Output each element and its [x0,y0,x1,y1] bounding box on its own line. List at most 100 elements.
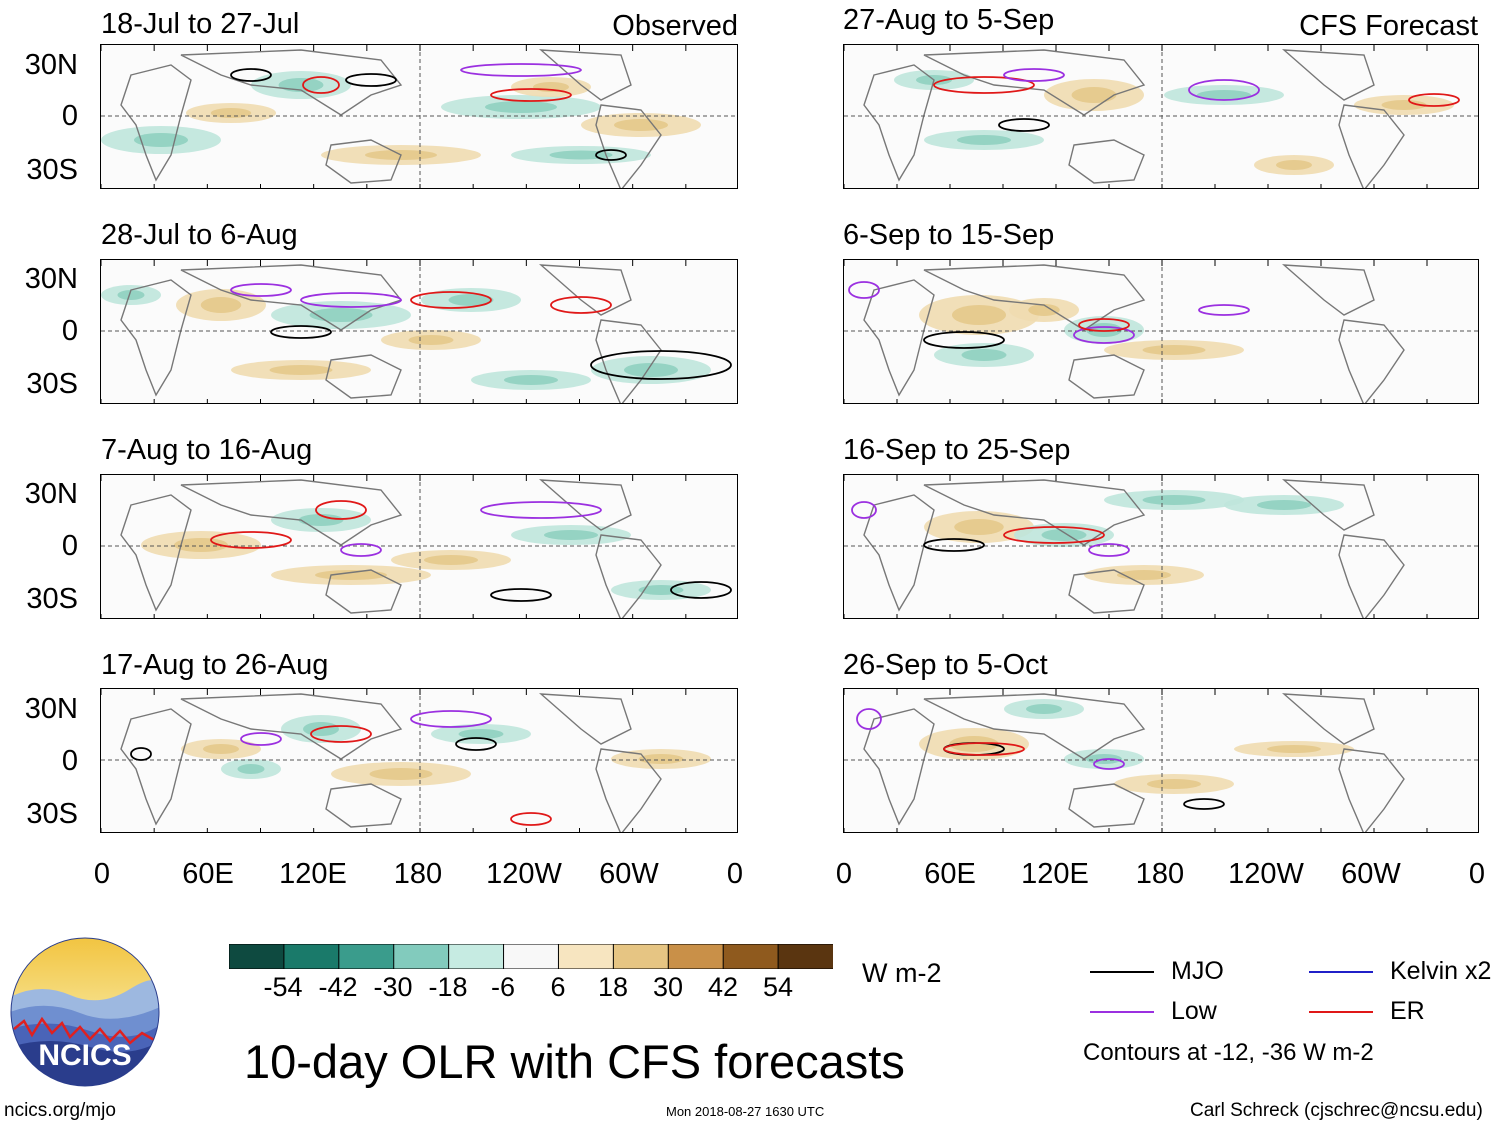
lat-30s-row1: 30S [26,154,78,186]
contour-er [550,296,612,314]
colorbar-cell [557,943,615,970]
olr-anomaly-core-tan [614,119,668,131]
olr-anomaly-core-tan [952,305,1006,325]
lon-right-60e: 60E [924,858,976,890]
contour-low [240,732,282,746]
north-america-outline [1281,264,1375,316]
lon-right-180: 180 [1135,858,1185,890]
olr-anomaly-core-teal [1197,90,1251,100]
map-svg-1 [101,45,737,188]
colorbar-cell [612,943,670,970]
contour-er [210,531,292,549]
cb-label-4: -18 [428,972,468,1002]
colorbar-cell [393,943,450,970]
cb-label-6: 6 [550,972,566,1002]
contour-er [490,88,572,102]
lon-left-60e: 60E [182,858,234,890]
observed-header: Observed [612,10,738,42]
contour-mjo [1183,798,1225,810]
colorbar [228,943,835,970]
contour-er [1078,318,1130,332]
forecast-header: CFS Forecast [1299,10,1478,42]
contour-low [410,710,492,728]
olr-anomaly-core-tan [1381,100,1427,110]
olr-anomaly-core-teal [638,585,684,595]
olr-anomaly-core-tan [315,570,387,580]
colorbar-cell [228,943,285,970]
olr-anomaly-core-teal [298,514,344,526]
australia-outline [1068,569,1145,614]
africa-outline [120,64,192,182]
australia-outline [1068,354,1145,399]
ncics-logo: NCICS [10,937,160,1087]
contour-mjo [998,118,1050,132]
contour-er [510,812,552,826]
olr-anomaly-core-teal [485,101,557,113]
cb-label-5: -6 [490,972,515,1002]
south-america-outline [1338,748,1405,832]
lon-right-120e: 120E [1021,858,1089,890]
lat-0-row4: 0 [61,745,78,777]
map-svg-4 [101,689,737,832]
australia-outline [1068,783,1145,828]
contour-mjo [923,331,1005,349]
panel-title-8: 26-Sep to 5-Oct [843,649,1048,681]
map-panel-2 [100,259,738,404]
olr-anomaly-core-tan [269,365,333,375]
south-america-outline [595,534,662,618]
asia-outline [923,479,1146,546]
olr-anomaly-core-tan [1028,304,1060,316]
lon-right-0: 0 [835,858,853,890]
map-panel-5 [843,44,1479,189]
asia-outline [923,49,1146,116]
map-svg-5 [844,45,1478,188]
olr-anomaly-core-tan [1142,345,1206,355]
colorbar-cell [283,943,340,970]
units-label: W m-2 [862,958,942,988]
colorbar-cell [448,943,505,970]
north-america-outline [1281,479,1375,531]
australia-outline [325,354,402,399]
africa-outline [120,279,192,397]
olr-anomaly-core-teal [303,722,339,736]
lon-left-180: 180 [393,858,443,890]
lat-30s-row4: 30S [26,798,78,830]
contour-er [315,500,367,520]
contour-mjo [923,538,985,552]
contour-low [851,501,877,519]
olr-anomaly-core-teal [309,308,373,322]
contour-er [1003,526,1105,544]
contour-low [848,281,880,299]
olr-anomaly-core-tan [1276,160,1312,170]
olr-anomaly-core-tan [369,768,433,780]
north-america-outline [538,693,632,745]
legend-kelvin-label: Kelvin x2 [1390,957,1492,985]
lat-30n-row1: 30N [24,49,78,81]
olr-anomaly-core-tan [203,744,239,754]
contour-low [460,63,582,77]
north-america-outline [1281,49,1375,101]
cb-label-10: 54 [762,972,794,1002]
olr-anomaly-core-tan [174,538,228,552]
contour-low [230,283,292,297]
australia-outline [325,569,402,614]
asia-outline [180,264,403,331]
map-svg-7 [844,475,1478,618]
contour-mjo [590,350,732,380]
map-panel-3 [100,474,738,619]
africa-outline [863,279,935,397]
africa-outline [863,64,935,182]
colorbar-cell [777,943,835,970]
australia-outline [325,783,402,828]
footer-url: ncics.org/mjo [4,1100,116,1121]
contour-low [1188,79,1260,101]
contour-mjo [345,73,397,87]
lon-left-120w: 120W [486,858,562,890]
footer-timestamp: Mon 2018-08-27 1630 UTC [666,1104,825,1119]
australia-outline [325,139,402,184]
lon-left-120e: 120E [279,858,347,890]
logo-text: NCICS [38,1039,131,1072]
contour-low [340,543,382,557]
lon-right-0-end: 0 [1468,858,1486,890]
